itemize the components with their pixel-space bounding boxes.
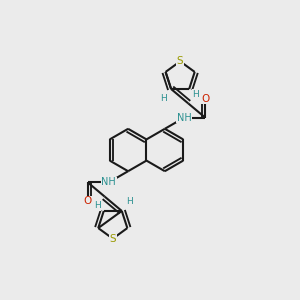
Text: NH: NH [177, 113, 191, 123]
Text: S: S [177, 56, 184, 66]
Text: H: H [94, 201, 101, 210]
Text: S: S [110, 234, 116, 244]
Text: H: H [126, 197, 133, 206]
Text: O: O [84, 196, 92, 206]
Text: H: H [160, 94, 167, 103]
Text: NH: NH [101, 177, 116, 187]
Text: O: O [201, 94, 209, 104]
Text: H: H [192, 90, 199, 99]
